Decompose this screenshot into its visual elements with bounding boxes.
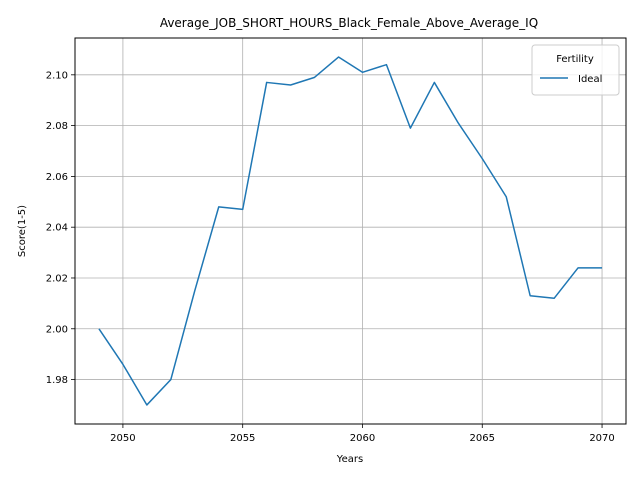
chart-title: Average_JOB_SHORT_HOURS_Black_Female_Abo… [160,16,538,30]
y-tick-label: 1.98 [46,375,68,386]
grid-lines [75,38,626,424]
y-tick-label: 2.02 [46,273,68,284]
y-tick-label: 2.08 [46,121,68,132]
legend-box [531,44,620,96]
x-tick-label: 2050 [110,433,135,444]
series-layer [98,56,603,406]
y-tick-label: 2.04 [46,223,68,234]
legend-title: Fertility [556,54,594,65]
x-tick-label: 2065 [470,433,495,444]
x-tick-label: 2060 [350,433,375,444]
y-axis-ticks: 1.98 2.00 2.02 2.04 2.06 2.08 2.10 [46,70,75,386]
y-axis-label: Score(1-5) [17,205,28,257]
y-tick-label: 2.10 [46,70,68,81]
series-line-ideal [98,56,603,406]
x-axis-ticks: 2050 2055 2060 2065 2070 [110,424,615,444]
x-tick-label: 2055 [230,433,255,444]
legend-label-ideal: Ideal [578,74,602,85]
x-axis-label: Years [336,454,363,465]
legend: Fertility Ideal [531,44,620,96]
x-tick-label: 2070 [589,433,614,444]
plot-frame [74,37,627,425]
y-tick-label: 2.00 [46,324,68,335]
y-tick-label: 2.06 [46,172,68,183]
